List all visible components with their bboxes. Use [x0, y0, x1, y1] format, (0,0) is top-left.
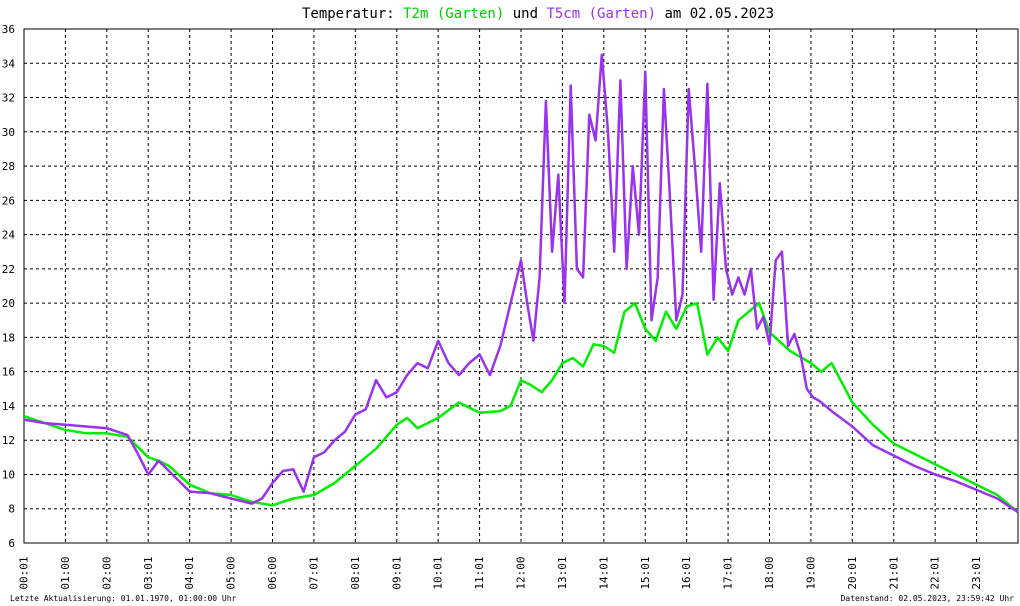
x-tick-label: 00:01: [18, 556, 31, 589]
x-tick-label: 07:01: [307, 556, 320, 589]
y-tick-label: 34: [2, 57, 16, 70]
y-tick-label: 18: [2, 331, 15, 344]
x-tick-label: 19:00: [804, 556, 817, 589]
x-tick-label: 03:01: [142, 556, 155, 589]
title-prefix: Temperatur:: [302, 6, 403, 22]
series-t2m-line: [23, 301, 1019, 514]
x-tick-label: 06:00: [266, 556, 279, 589]
grid: [24, 29, 1018, 543]
title-series2: T5cm (Garten): [546, 6, 656, 22]
y-tick-label: 14: [2, 400, 16, 413]
x-tick-label: 17:01: [722, 556, 735, 589]
plot-frame: [23, 28, 1019, 544]
series-t5cm-line: [23, 53, 1019, 514]
x-tick-label: 22:01: [929, 556, 942, 589]
x-tick-label: 13:01: [556, 556, 569, 589]
title-joiner: und: [504, 6, 546, 22]
x-tick-label: 23:01: [970, 556, 983, 589]
y-tick-label: 36: [2, 23, 15, 36]
y-tick-label: 26: [2, 194, 15, 207]
y-tick-label: 22: [2, 263, 15, 276]
chart-title: Temperatur: T2m (Garten) und T5cm (Garte…: [302, 6, 774, 22]
x-tick-label: 16:01: [680, 556, 693, 589]
x-tick-label: 20:01: [846, 556, 859, 589]
x-tick-label: 15:01: [639, 556, 652, 589]
footer-data-status: Datenstand: 02.05.2023, 23:59:42 Uhr: [841, 594, 1015, 603]
y-tick-label: 32: [2, 92, 15, 105]
title-suffix: am 02.05.2023: [656, 6, 774, 22]
y-tick-label: 6: [8, 537, 15, 550]
y-tick-label: 24: [2, 229, 16, 242]
x-tick-label: 14:01: [597, 556, 610, 589]
x-tick-label: 10:01: [432, 556, 445, 589]
y-tick-label: 8: [8, 503, 15, 516]
x-tick-label: 12:00: [515, 556, 528, 589]
x-tick-label: 11:01: [473, 556, 486, 589]
y-tick-label: 10: [2, 468, 15, 481]
x-tick-label: 18:00: [763, 556, 776, 589]
y-axis: 6 8 10 12 14 16 18 20 22 24 26 28 30 32 34 36: [2, 23, 16, 550]
title-series1: T2m (Garten): [403, 6, 504, 22]
y-tick-label: 20: [2, 297, 15, 310]
x-tick-label: 21:01: [887, 556, 900, 589]
y-tick-label: 30: [2, 126, 15, 139]
y-tick-label: 16: [2, 366, 15, 379]
x-tick-label: 01:00: [59, 556, 72, 589]
x-tick-label: 04:01: [183, 556, 196, 589]
x-tick-label: 08:01: [349, 556, 362, 589]
x-axis: 00:01 01:00 02:00 03:01 04:01 05:00 06:00 07:01…: [18, 556, 984, 589]
x-tick-label: 09:01: [390, 556, 403, 589]
series-lines: [23, 53, 1019, 514]
x-tick-label: 05:00: [225, 556, 238, 589]
y-tick-label: 12: [2, 434, 15, 447]
x-tick-label: 02:00: [100, 556, 113, 589]
y-tick-label: 28: [2, 160, 15, 173]
footer-last-update: Letzte Aktualisierung: 01.01.1970, 01:00…: [10, 594, 237, 603]
